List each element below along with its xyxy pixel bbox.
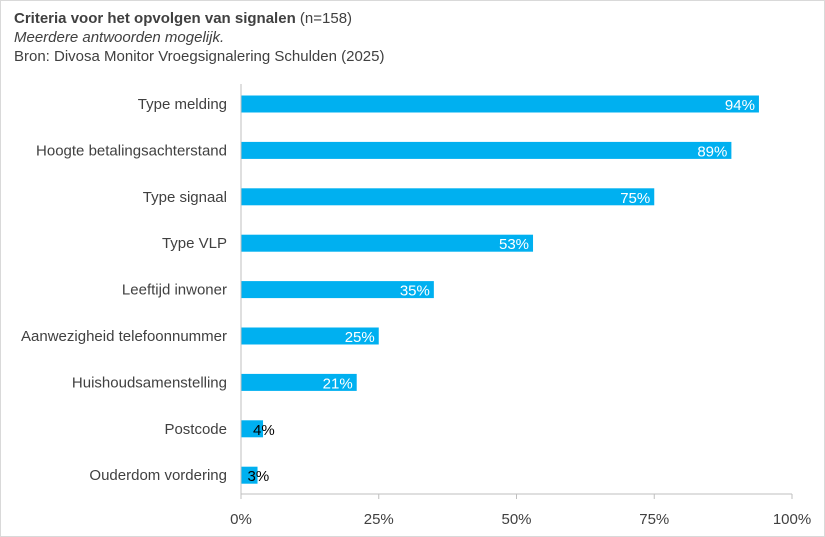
bar [241,373,357,391]
data-label: 94% [725,97,755,114]
bar [241,95,759,113]
category-label: Type melding [138,96,227,113]
category-label: Postcode [164,421,227,438]
x-tick-label: 0% [230,511,252,528]
x-tick-label: 50% [501,511,531,528]
bar [241,141,732,159]
data-label: 3% [248,468,270,485]
data-label: 25% [345,329,375,346]
category-label: Ouderdom vordering [89,467,227,484]
x-tick-label: 100% [773,511,811,528]
category-label: Aanwezigheid telefoonnummer [21,328,227,345]
data-label: 21% [323,375,353,392]
bar [241,420,264,438]
chart-header: Criteria voor het opvolgen van signalen … [14,9,384,66]
title-sample-size: (n=158) [299,10,353,27]
bar [241,466,258,484]
chart-title: Criteria voor het opvolgen van signalen … [14,9,384,28]
category-label: Type VLP [162,235,227,252]
data-label: 4% [253,422,275,439]
data-label: 35% [400,283,430,300]
data-label: 53% [499,236,529,253]
x-tick-label: 25% [364,511,394,528]
bar [241,327,379,345]
data-label: 89% [697,143,727,160]
chart-subtitle: Meerdere antwoorden mogelijk. [14,29,225,46]
title-main: Criteria voor het opvolgen van signalen [14,10,296,27]
bar [241,188,655,206]
x-tick-label: 75% [639,511,669,528]
category-label: Huishoudsamenstelling [72,374,227,391]
data-label: 75% [620,190,650,207]
category-label: Leeftijd inwoner [122,282,227,299]
category-label: Type signaal [143,189,227,206]
bar [241,234,534,252]
bar [241,281,434,299]
category-label: Hoogte betalingsachterstand [36,142,227,159]
chart-source: Bron: Divosa Monitor Vroegsignalering Sc… [14,48,385,65]
